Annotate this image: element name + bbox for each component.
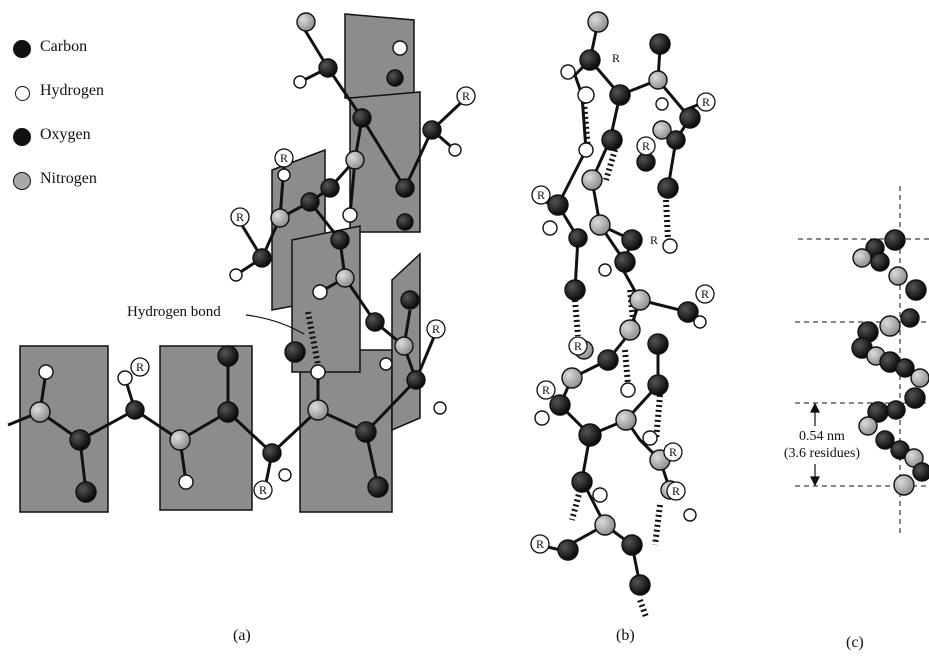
panel-b: R R R R R R R R R R R xyxy=(530,11,716,618)
r-label: R xyxy=(236,210,244,224)
atoms-a xyxy=(29,12,462,503)
r-label: R xyxy=(650,233,658,247)
atoms-c xyxy=(851,229,929,496)
r-group xyxy=(530,534,550,554)
pitch-residues: (3.6 residues) xyxy=(783,446,861,461)
r-group xyxy=(536,380,556,400)
r-group xyxy=(696,92,716,112)
r-group xyxy=(666,481,686,501)
hydrogen-swatch xyxy=(15,86,30,101)
r-label: R xyxy=(280,151,288,165)
r-label: R xyxy=(701,287,709,301)
r-label: R xyxy=(136,360,144,374)
panel-a: R R R R R R xyxy=(7,12,476,513)
legend-label: Hydrogen xyxy=(40,82,104,99)
panel-c xyxy=(795,186,929,536)
r-label: R xyxy=(542,383,550,397)
r-group xyxy=(456,86,476,106)
r-group xyxy=(663,442,683,462)
r-label: R xyxy=(612,51,620,65)
caption-a: (a) xyxy=(233,627,251,644)
r-group xyxy=(531,185,551,205)
r-label: R xyxy=(574,339,582,353)
r-group xyxy=(426,319,446,339)
r-label: R xyxy=(672,484,680,498)
caption-b: (b) xyxy=(616,627,635,644)
hydrogen-bond-leader xyxy=(245,314,305,335)
hydrogen-bond-label: Hydrogen bond xyxy=(127,304,221,320)
r-label: R xyxy=(536,537,544,551)
r-label: R xyxy=(537,188,545,202)
legend-item-nitrogen: Nitrogen xyxy=(10,170,150,216)
nitrogen-swatch xyxy=(13,172,31,190)
r-label: R xyxy=(702,95,710,109)
oxygen-swatch xyxy=(13,128,31,146)
pitch-arrow xyxy=(810,402,820,487)
r-label: R xyxy=(462,89,470,103)
r-label: R xyxy=(259,483,267,497)
carbon-swatch xyxy=(13,40,31,58)
atoms-b xyxy=(534,11,707,596)
helix-pitch-label: 0.54 nm (3.6 residues) xyxy=(772,428,872,462)
r-labels-b: R R R R R R R R R R R xyxy=(536,51,710,551)
peptide-plane xyxy=(344,13,415,103)
r-group xyxy=(230,207,250,227)
r-label: R xyxy=(669,445,677,459)
r-group xyxy=(636,136,656,156)
legend-item-oxygen: Oxygen xyxy=(10,126,150,172)
legend-label: Nitrogen xyxy=(40,170,97,187)
r-groups-a xyxy=(130,86,476,500)
r-label: R xyxy=(642,139,650,153)
r-group xyxy=(274,148,294,168)
legend-item-hydrogen: Hydrogen xyxy=(10,82,150,128)
r-labels-a: R R R R R R xyxy=(136,89,470,497)
r-group xyxy=(568,336,588,356)
legend: Carbon Hydrogen Oxygen Nitrogen xyxy=(10,38,150,216)
r-label: R xyxy=(432,322,440,336)
peptide-plane xyxy=(299,349,393,513)
legend-item-carbon: Carbon xyxy=(10,38,150,84)
r-group xyxy=(695,284,715,304)
r-groups-b xyxy=(530,92,716,554)
r-group xyxy=(130,357,150,377)
pitch-value: 0.54 nm xyxy=(799,429,845,444)
legend-label: Carbon xyxy=(40,38,88,55)
backbone-bonds-b xyxy=(537,21,706,586)
legend-label: Oxygen xyxy=(40,126,91,143)
r-group xyxy=(253,480,273,500)
hydrogen-bond-a xyxy=(305,311,321,366)
caption-c: (c) xyxy=(846,634,864,651)
peptide-plane xyxy=(159,345,253,511)
